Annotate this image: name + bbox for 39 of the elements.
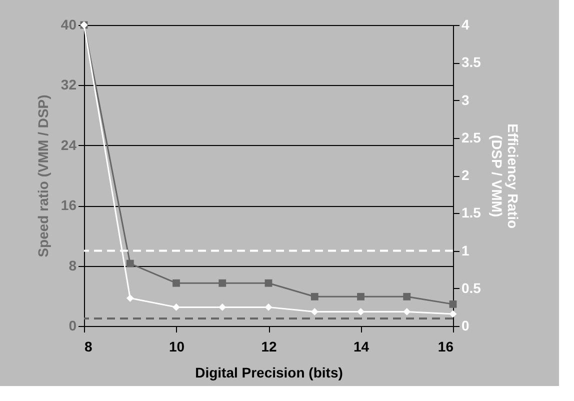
point <box>126 260 134 268</box>
y-tick-label: 0 <box>68 318 77 334</box>
point <box>172 279 180 287</box>
point <box>403 308 411 316</box>
point <box>218 279 226 287</box>
x-tick-label: 10 <box>168 338 185 354</box>
y-tick-label: 16 <box>60 197 77 214</box>
y2-tick-label: 3.5 <box>462 54 482 70</box>
y2-tick-label: 2 <box>462 167 470 183</box>
y-tick-label: 40 <box>60 16 77 32</box>
x-tick-label: 8 <box>84 338 92 354</box>
point <box>357 292 364 300</box>
y2-tick-label: 1.5 <box>462 204 482 221</box>
point <box>218 303 226 311</box>
y2-tick-label: 4 <box>462 16 470 32</box>
point <box>264 279 272 287</box>
y2-tick-label: 3 <box>462 92 470 108</box>
x-tick-label: 12 <box>261 338 277 354</box>
point <box>172 303 180 311</box>
y-tick-label: 32 <box>60 76 77 93</box>
point <box>264 303 272 311</box>
y-tick-label: 24 <box>60 136 77 153</box>
y2-axis-title: Efficiency Ratio (DSP / VMM) <box>488 123 521 229</box>
x-axis-title: Digital Precision (bits) <box>195 364 343 380</box>
point <box>310 308 318 316</box>
y2-tick-label: 0 <box>462 318 470 334</box>
point <box>357 308 364 316</box>
point <box>449 310 457 318</box>
y2-tick-label: 0.5 <box>462 280 482 296</box>
point <box>126 294 134 302</box>
x-tick-label: 16 <box>438 338 454 354</box>
y2-tick-label: 2.5 <box>462 129 482 146</box>
y-tick-label: 8 <box>68 257 77 274</box>
y2-tick-label: 1 <box>462 242 470 258</box>
point <box>310 292 318 300</box>
x-tick-label: 14 <box>353 338 370 354</box>
point <box>403 292 411 300</box>
point <box>449 300 457 308</box>
y-axis-title: Speed ratio (VMM / DSP) <box>34 94 51 258</box>
